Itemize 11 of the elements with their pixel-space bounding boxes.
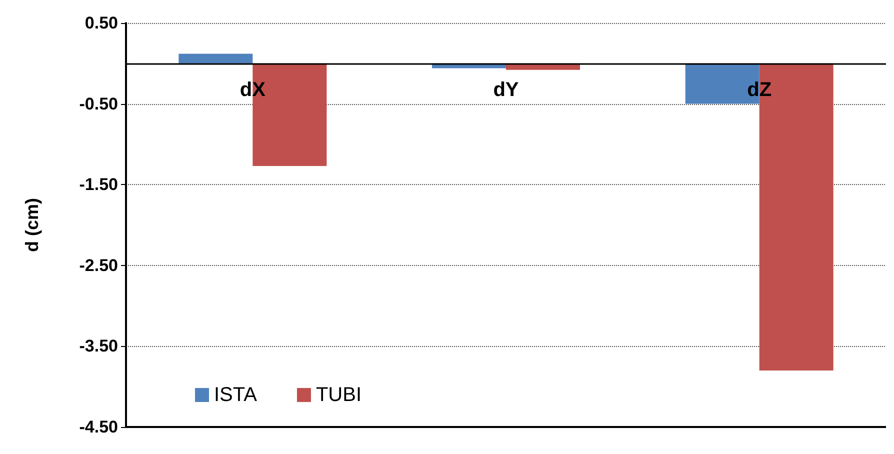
y-tick-label: -0.50 (79, 94, 118, 114)
legend-label: TUBI (316, 384, 362, 406)
y-axis-title: d (cm) (22, 198, 42, 252)
y-tick-label: -2.50 (79, 256, 118, 275)
legend-label: ISTA (214, 384, 258, 406)
x-tick-label: dY (493, 78, 520, 101)
y-tick-label: 0.50 (84, 14, 118, 32)
y-tick-label: -1.50 (79, 175, 118, 194)
x-tick-label: dZ (747, 78, 772, 101)
y-tick-label: -3.50 (79, 336, 118, 356)
y-tick-label: -4.50 (79, 418, 118, 436)
